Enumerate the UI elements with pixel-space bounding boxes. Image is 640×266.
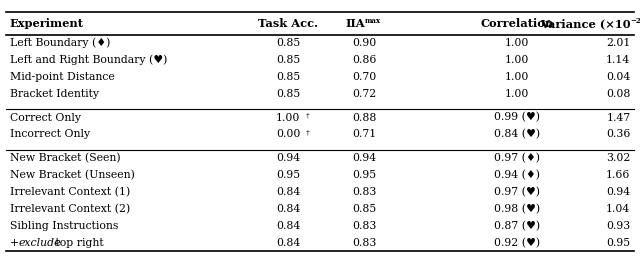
Text: 0.85: 0.85 [276, 38, 300, 48]
Text: 0.87 (♥): 0.87 (♥) [493, 221, 540, 231]
Text: Correlation: Correlation [480, 18, 554, 29]
Text: Task Acc.: Task Acc. [258, 18, 318, 29]
Text: 0.83: 0.83 [353, 238, 377, 248]
Text: 0.99 (♥): 0.99 (♥) [494, 112, 540, 123]
Text: 3.02: 3.02 [606, 153, 630, 163]
Text: Irrelevant Context (2): Irrelevant Context (2) [10, 204, 130, 214]
Text: Left and Right Boundary (♥): Left and Right Boundary (♥) [10, 55, 167, 65]
Text: 0.95: 0.95 [353, 170, 377, 180]
Text: Variance (×10: Variance (×10 [540, 18, 630, 29]
Text: 0.71: 0.71 [353, 130, 377, 139]
Text: 1.66: 1.66 [606, 170, 630, 180]
Text: 0.84: 0.84 [276, 187, 300, 197]
Text: 0.84 (♥): 0.84 (♥) [493, 129, 540, 140]
Text: IIA: IIA [345, 18, 365, 29]
Text: 0.04: 0.04 [606, 72, 630, 82]
Text: 1.00: 1.00 [504, 55, 529, 65]
Text: Mid-point Distance: Mid-point Distance [10, 72, 115, 82]
Text: 1.47: 1.47 [606, 113, 630, 123]
Text: 0.95: 0.95 [276, 170, 300, 180]
Text: 0.94: 0.94 [606, 187, 630, 197]
Text: 0.97 (♦): 0.97 (♦) [494, 153, 540, 163]
Text: −2: −2 [630, 17, 640, 25]
Text: New Bracket (Seen): New Bracket (Seen) [10, 153, 120, 163]
Text: 0.94: 0.94 [353, 153, 377, 163]
Text: 0.88: 0.88 [353, 113, 377, 123]
Text: 0.86: 0.86 [353, 55, 377, 65]
Text: Sibling Instructions: Sibling Instructions [10, 221, 118, 231]
Text: 0.98 (♥): 0.98 (♥) [493, 204, 540, 214]
Text: 1.00: 1.00 [504, 72, 529, 82]
Text: †: † [306, 128, 310, 136]
Text: 0.70: 0.70 [353, 72, 377, 82]
Text: Irrelevant Context (1): Irrelevant Context (1) [10, 187, 130, 197]
Text: Bracket Identity: Bracket Identity [10, 89, 99, 99]
Text: 0.85: 0.85 [353, 204, 377, 214]
Text: 1.14: 1.14 [606, 55, 630, 65]
Text: Correct Only: Correct Only [10, 113, 81, 123]
Text: 1.00: 1.00 [504, 38, 529, 48]
Text: 1.00: 1.00 [276, 113, 300, 123]
Text: †: † [306, 111, 310, 119]
Text: 0.84: 0.84 [276, 221, 300, 231]
Text: max: max [365, 17, 381, 25]
Text: Experiment: Experiment [10, 18, 84, 29]
Text: 0.90: 0.90 [353, 38, 377, 48]
Text: 0.85: 0.85 [276, 72, 300, 82]
Text: 0.36: 0.36 [606, 130, 630, 139]
Text: 0.84: 0.84 [276, 238, 300, 248]
Text: 0.00: 0.00 [276, 130, 300, 139]
Text: 1.00: 1.00 [504, 89, 529, 99]
Text: 0.95: 0.95 [606, 238, 630, 248]
Text: 0.92 (♥): 0.92 (♥) [493, 238, 540, 248]
Text: 0.94: 0.94 [276, 153, 300, 163]
Text: New Bracket (Unseen): New Bracket (Unseen) [10, 170, 134, 180]
Text: 0.93: 0.93 [606, 221, 630, 231]
Text: 0.94 (♦): 0.94 (♦) [494, 170, 540, 180]
Text: 0.85: 0.85 [276, 55, 300, 65]
Text: Left Boundary (♦): Left Boundary (♦) [10, 38, 110, 48]
Text: 0.83: 0.83 [353, 187, 377, 197]
Text: 0.85: 0.85 [276, 89, 300, 99]
Text: 2.01: 2.01 [606, 38, 630, 48]
Text: 0.72: 0.72 [353, 89, 377, 99]
Text: 1.04: 1.04 [606, 204, 630, 214]
Text: top right: top right [52, 238, 104, 248]
Text: exclude: exclude [19, 238, 61, 248]
Text: Incorrect Only: Incorrect Only [10, 130, 90, 139]
Text: 0.97 (♥): 0.97 (♥) [494, 187, 540, 197]
Text: +: + [10, 238, 22, 248]
Text: 0.84: 0.84 [276, 204, 300, 214]
Text: 0.83: 0.83 [353, 221, 377, 231]
Text: 0.08: 0.08 [606, 89, 630, 99]
